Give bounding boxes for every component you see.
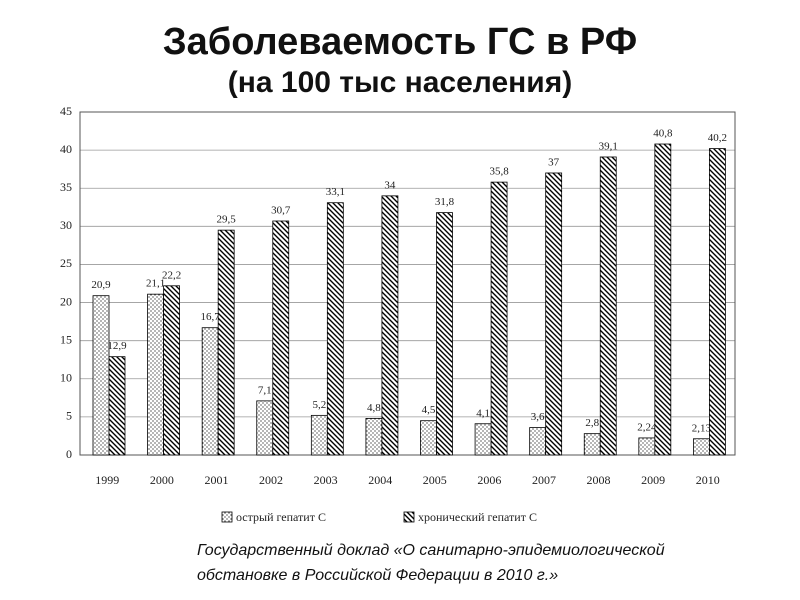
data-label: 4,5 [422, 404, 436, 416]
x-tick-label: 2002 [259, 473, 283, 487]
data-label: 31,8 [435, 196, 455, 208]
y-tick-label: 40 [60, 142, 72, 156]
data-label: 2,8 [585, 417, 599, 429]
y-tick-label: 45 [60, 104, 72, 118]
bar [310, 414, 328, 456]
bar [599, 156, 617, 456]
data-label: 37 [548, 157, 560, 169]
bar [92, 295, 110, 456]
data-label: 29,5 [217, 214, 237, 226]
data-label: 40,8 [653, 128, 673, 140]
chart-subtitle: (на 100 тыс населения) [228, 66, 572, 99]
source-note: Государственный доклад «О санитарно-эпид… [197, 542, 665, 559]
x-tick-label: 2008 [587, 473, 611, 487]
y-tick-label: 10 [60, 371, 72, 385]
bar [490, 181, 508, 456]
legend-swatch [403, 511, 415, 523]
bar [147, 293, 164, 456]
x-tick-label: 2003 [314, 473, 338, 487]
bar [693, 438, 710, 456]
chart-title: Заболеваемость ГС в РФ [163, 21, 637, 63]
data-label: 21,1 [146, 278, 165, 290]
data-label: 33,1 [326, 186, 345, 198]
x-tick-label: 2001 [204, 473, 228, 487]
x-tick-label: 2004 [368, 473, 392, 487]
data-label: 16,7 [201, 311, 221, 323]
bar [163, 285, 180, 456]
bar [436, 212, 453, 456]
y-tick-label: 35 [60, 180, 72, 194]
data-label: 34 [384, 179, 396, 191]
data-label: 30,7 [271, 205, 291, 217]
legend-swatch [221, 511, 233, 523]
bar [217, 229, 235, 456]
y-tick-label: 30 [60, 218, 72, 232]
y-tick-label: 15 [60, 332, 72, 346]
x-tick-label: 2005 [423, 473, 447, 487]
legend-label: хронический гепатит С [418, 510, 537, 524]
bar [545, 172, 563, 456]
y-tick-label: 25 [60, 256, 72, 270]
y-tick-label: 5 [66, 409, 72, 423]
data-label: 39,1 [599, 141, 618, 153]
bar [583, 433, 601, 456]
x-tick-label: 1999 [95, 473, 119, 487]
data-label: 35,8 [489, 166, 509, 178]
bar [365, 418, 383, 456]
data-label: 12,9 [107, 340, 127, 352]
bar [272, 220, 290, 456]
data-label: 22,2 [162, 269, 181, 281]
x-tick-label: 2006 [477, 473, 501, 487]
y-tick-label: 0 [66, 447, 72, 461]
plot-border [79, 111, 736, 456]
bar [638, 437, 656, 456]
bar [709, 148, 726, 456]
x-tick-label: 2010 [696, 473, 720, 487]
data-label: 40,2 [708, 132, 727, 144]
bar [529, 427, 547, 456]
data-label: 2,24 [637, 421, 657, 433]
data-label: 20,9 [91, 279, 111, 291]
data-label: 5,2 [312, 399, 326, 411]
bar [326, 202, 344, 456]
data-label: 4,1 [476, 407, 490, 419]
x-tick-label: 2009 [641, 473, 665, 487]
bar [420, 420, 437, 456]
bar [108, 356, 126, 456]
x-tick-label: 2000 [150, 473, 174, 487]
bar [256, 400, 274, 456]
bar [201, 327, 219, 456]
bar [654, 143, 672, 456]
legend-label: острый гепатит С [236, 510, 326, 524]
data-label: 4,8 [367, 402, 381, 414]
bar [381, 195, 399, 456]
data-label: 2,13 [692, 422, 712, 434]
source-note: обстановке в Российской Федерации в 2010… [197, 567, 558, 584]
bar [474, 423, 492, 456]
x-tick-label: 2007 [532, 473, 556, 487]
data-label: 7,1 [258, 384, 272, 396]
data-label: 3,6 [531, 411, 545, 423]
y-tick-label: 20 [60, 294, 72, 308]
